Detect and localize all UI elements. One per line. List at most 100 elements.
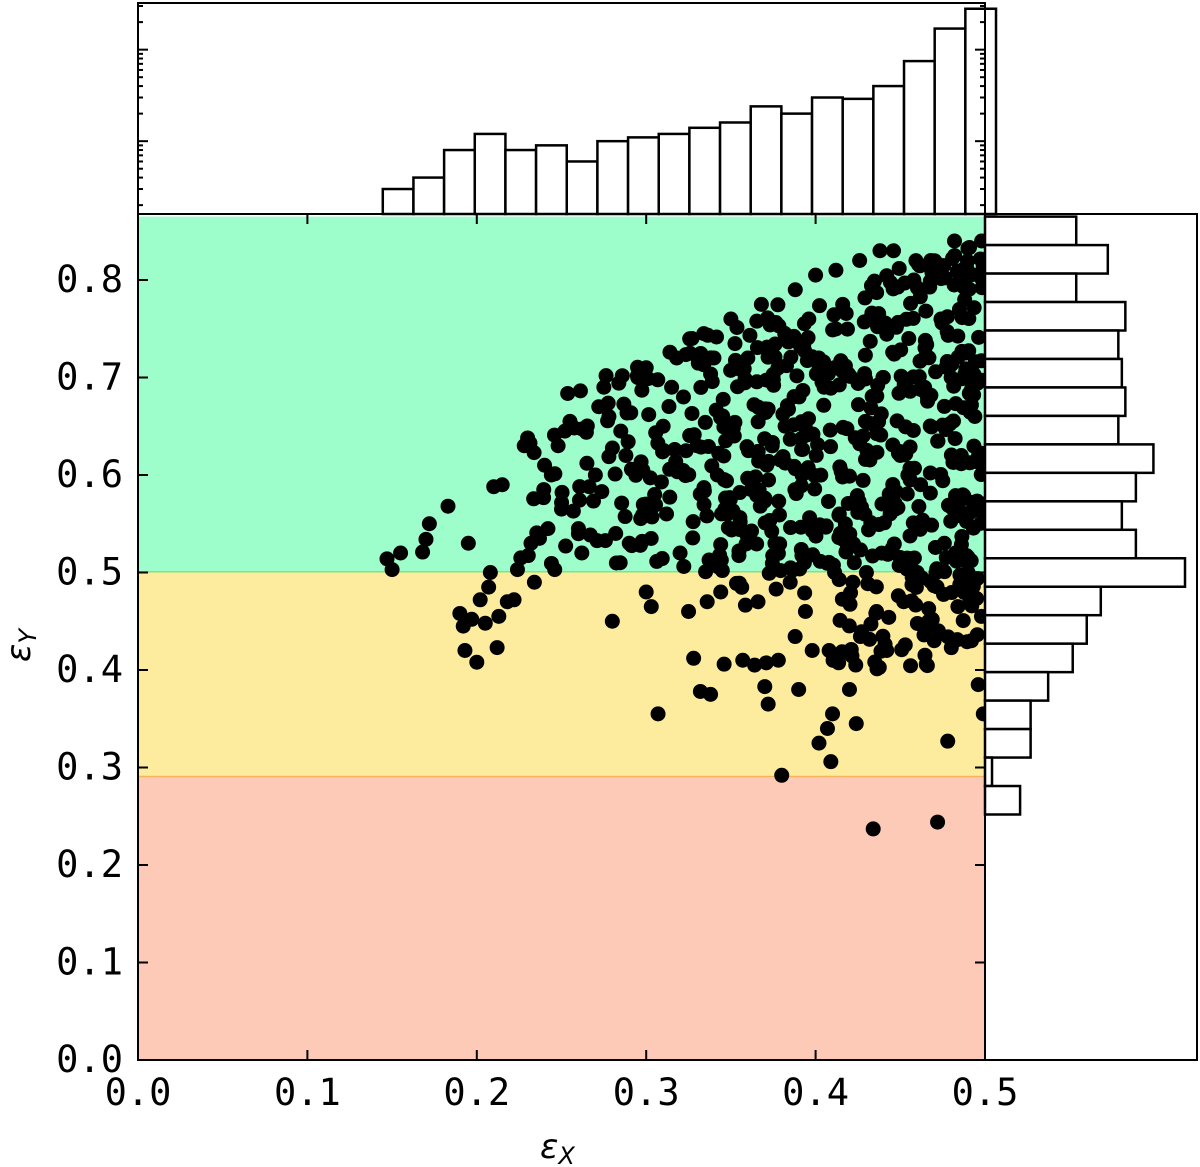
x-tick-label: 0.1 bbox=[274, 1071, 341, 1114]
data-point bbox=[759, 457, 775, 473]
data-point bbox=[634, 382, 650, 398]
data-point bbox=[686, 650, 702, 666]
x-hist-bar bbox=[841, 97, 875, 216]
data-point bbox=[825, 652, 841, 668]
data-point bbox=[715, 408, 731, 424]
data-point bbox=[919, 658, 935, 674]
data-point bbox=[460, 535, 476, 551]
data-point bbox=[765, 548, 781, 564]
data-point bbox=[662, 489, 678, 505]
data-point bbox=[927, 539, 943, 555]
data-point bbox=[643, 599, 659, 615]
data-point bbox=[762, 317, 778, 333]
data-point bbox=[873, 427, 889, 443]
data-point bbox=[581, 479, 597, 495]
data-point bbox=[760, 401, 776, 417]
data-point bbox=[710, 559, 726, 575]
data-point bbox=[930, 433, 946, 449]
data-point bbox=[659, 506, 675, 522]
data-point bbox=[960, 253, 976, 269]
data-point bbox=[886, 243, 902, 259]
data-point bbox=[857, 347, 873, 363]
y-hist-bar bbox=[983, 272, 1078, 304]
data-point bbox=[904, 593, 920, 609]
data-point bbox=[811, 735, 827, 751]
data-point bbox=[804, 349, 820, 365]
data-point bbox=[630, 359, 646, 375]
data-point bbox=[871, 414, 887, 430]
data-point bbox=[833, 353, 849, 369]
data-point bbox=[570, 526, 586, 542]
data-point bbox=[482, 565, 498, 580]
data-point bbox=[613, 423, 629, 439]
x-axis-ticks: 0.0 0.1 0.2 0.3 0.4 0.5 bbox=[105, 214, 1019, 1114]
data-point bbox=[831, 377, 847, 393]
data-point bbox=[638, 496, 654, 512]
data-point bbox=[831, 572, 847, 588]
data-point bbox=[522, 435, 538, 451]
data-point bbox=[947, 431, 963, 447]
data-point bbox=[699, 508, 715, 524]
data-point bbox=[955, 613, 971, 629]
data-point bbox=[704, 458, 720, 474]
data-point bbox=[904, 569, 920, 585]
data-point bbox=[864, 388, 880, 404]
x-hist-bar bbox=[381, 187, 415, 216]
data-point bbox=[648, 425, 664, 441]
data-point bbox=[725, 503, 741, 519]
data-point bbox=[469, 654, 485, 670]
y-axis-ticks: 0.0 0.1 0.2 0.3 0.4 0.5 0.6 0.7 0.8 bbox=[56, 258, 985, 1081]
data-point bbox=[739, 527, 755, 543]
data-point bbox=[950, 599, 966, 615]
x-tick-label: 0.5 bbox=[952, 1071, 1019, 1114]
data-point bbox=[885, 344, 901, 360]
data-point bbox=[771, 493, 787, 509]
data-point bbox=[546, 427, 562, 443]
data-point bbox=[415, 544, 431, 560]
data-point bbox=[921, 618, 937, 634]
data-point bbox=[968, 453, 984, 469]
data-point bbox=[520, 548, 536, 564]
data-point bbox=[696, 349, 712, 365]
data-point bbox=[770, 297, 786, 313]
data-point bbox=[873, 643, 889, 659]
data-point bbox=[962, 592, 978, 608]
data-point bbox=[742, 327, 758, 343]
data-point bbox=[841, 468, 857, 484]
y-hist-bar bbox=[983, 727, 1032, 759]
data-point bbox=[852, 253, 868, 268]
data-point bbox=[697, 414, 713, 430]
data-point bbox=[677, 468, 693, 484]
data-point bbox=[509, 562, 525, 578]
data-point bbox=[682, 331, 698, 347]
data-point bbox=[464, 611, 480, 627]
data-point bbox=[735, 652, 751, 668]
data-point bbox=[862, 333, 878, 349]
data-point bbox=[696, 497, 712, 513]
y-tick-label: 0.6 bbox=[56, 453, 123, 496]
data-point bbox=[970, 677, 986, 693]
data-point bbox=[850, 397, 866, 413]
data-point bbox=[812, 298, 828, 314]
data-point bbox=[855, 472, 871, 488]
data-point bbox=[971, 329, 987, 345]
data-point bbox=[481, 579, 497, 595]
scatter-points bbox=[379, 233, 991, 837]
data-point bbox=[825, 706, 841, 722]
data-point bbox=[748, 469, 764, 485]
data-point bbox=[952, 567, 968, 583]
data-point bbox=[940, 733, 956, 749]
y-hist-bar bbox=[983, 386, 1127, 418]
y-tick-label: 0.5 bbox=[56, 551, 123, 594]
data-point bbox=[874, 496, 890, 512]
data-point bbox=[949, 264, 965, 280]
data-point bbox=[787, 482, 803, 498]
data-point bbox=[812, 517, 828, 533]
data-point bbox=[841, 618, 857, 634]
data-point bbox=[864, 305, 880, 321]
data-point bbox=[924, 517, 940, 533]
x-hist-bar bbox=[626, 136, 660, 216]
data-point bbox=[676, 558, 692, 574]
data-point bbox=[767, 349, 783, 365]
data-point bbox=[834, 591, 850, 607]
